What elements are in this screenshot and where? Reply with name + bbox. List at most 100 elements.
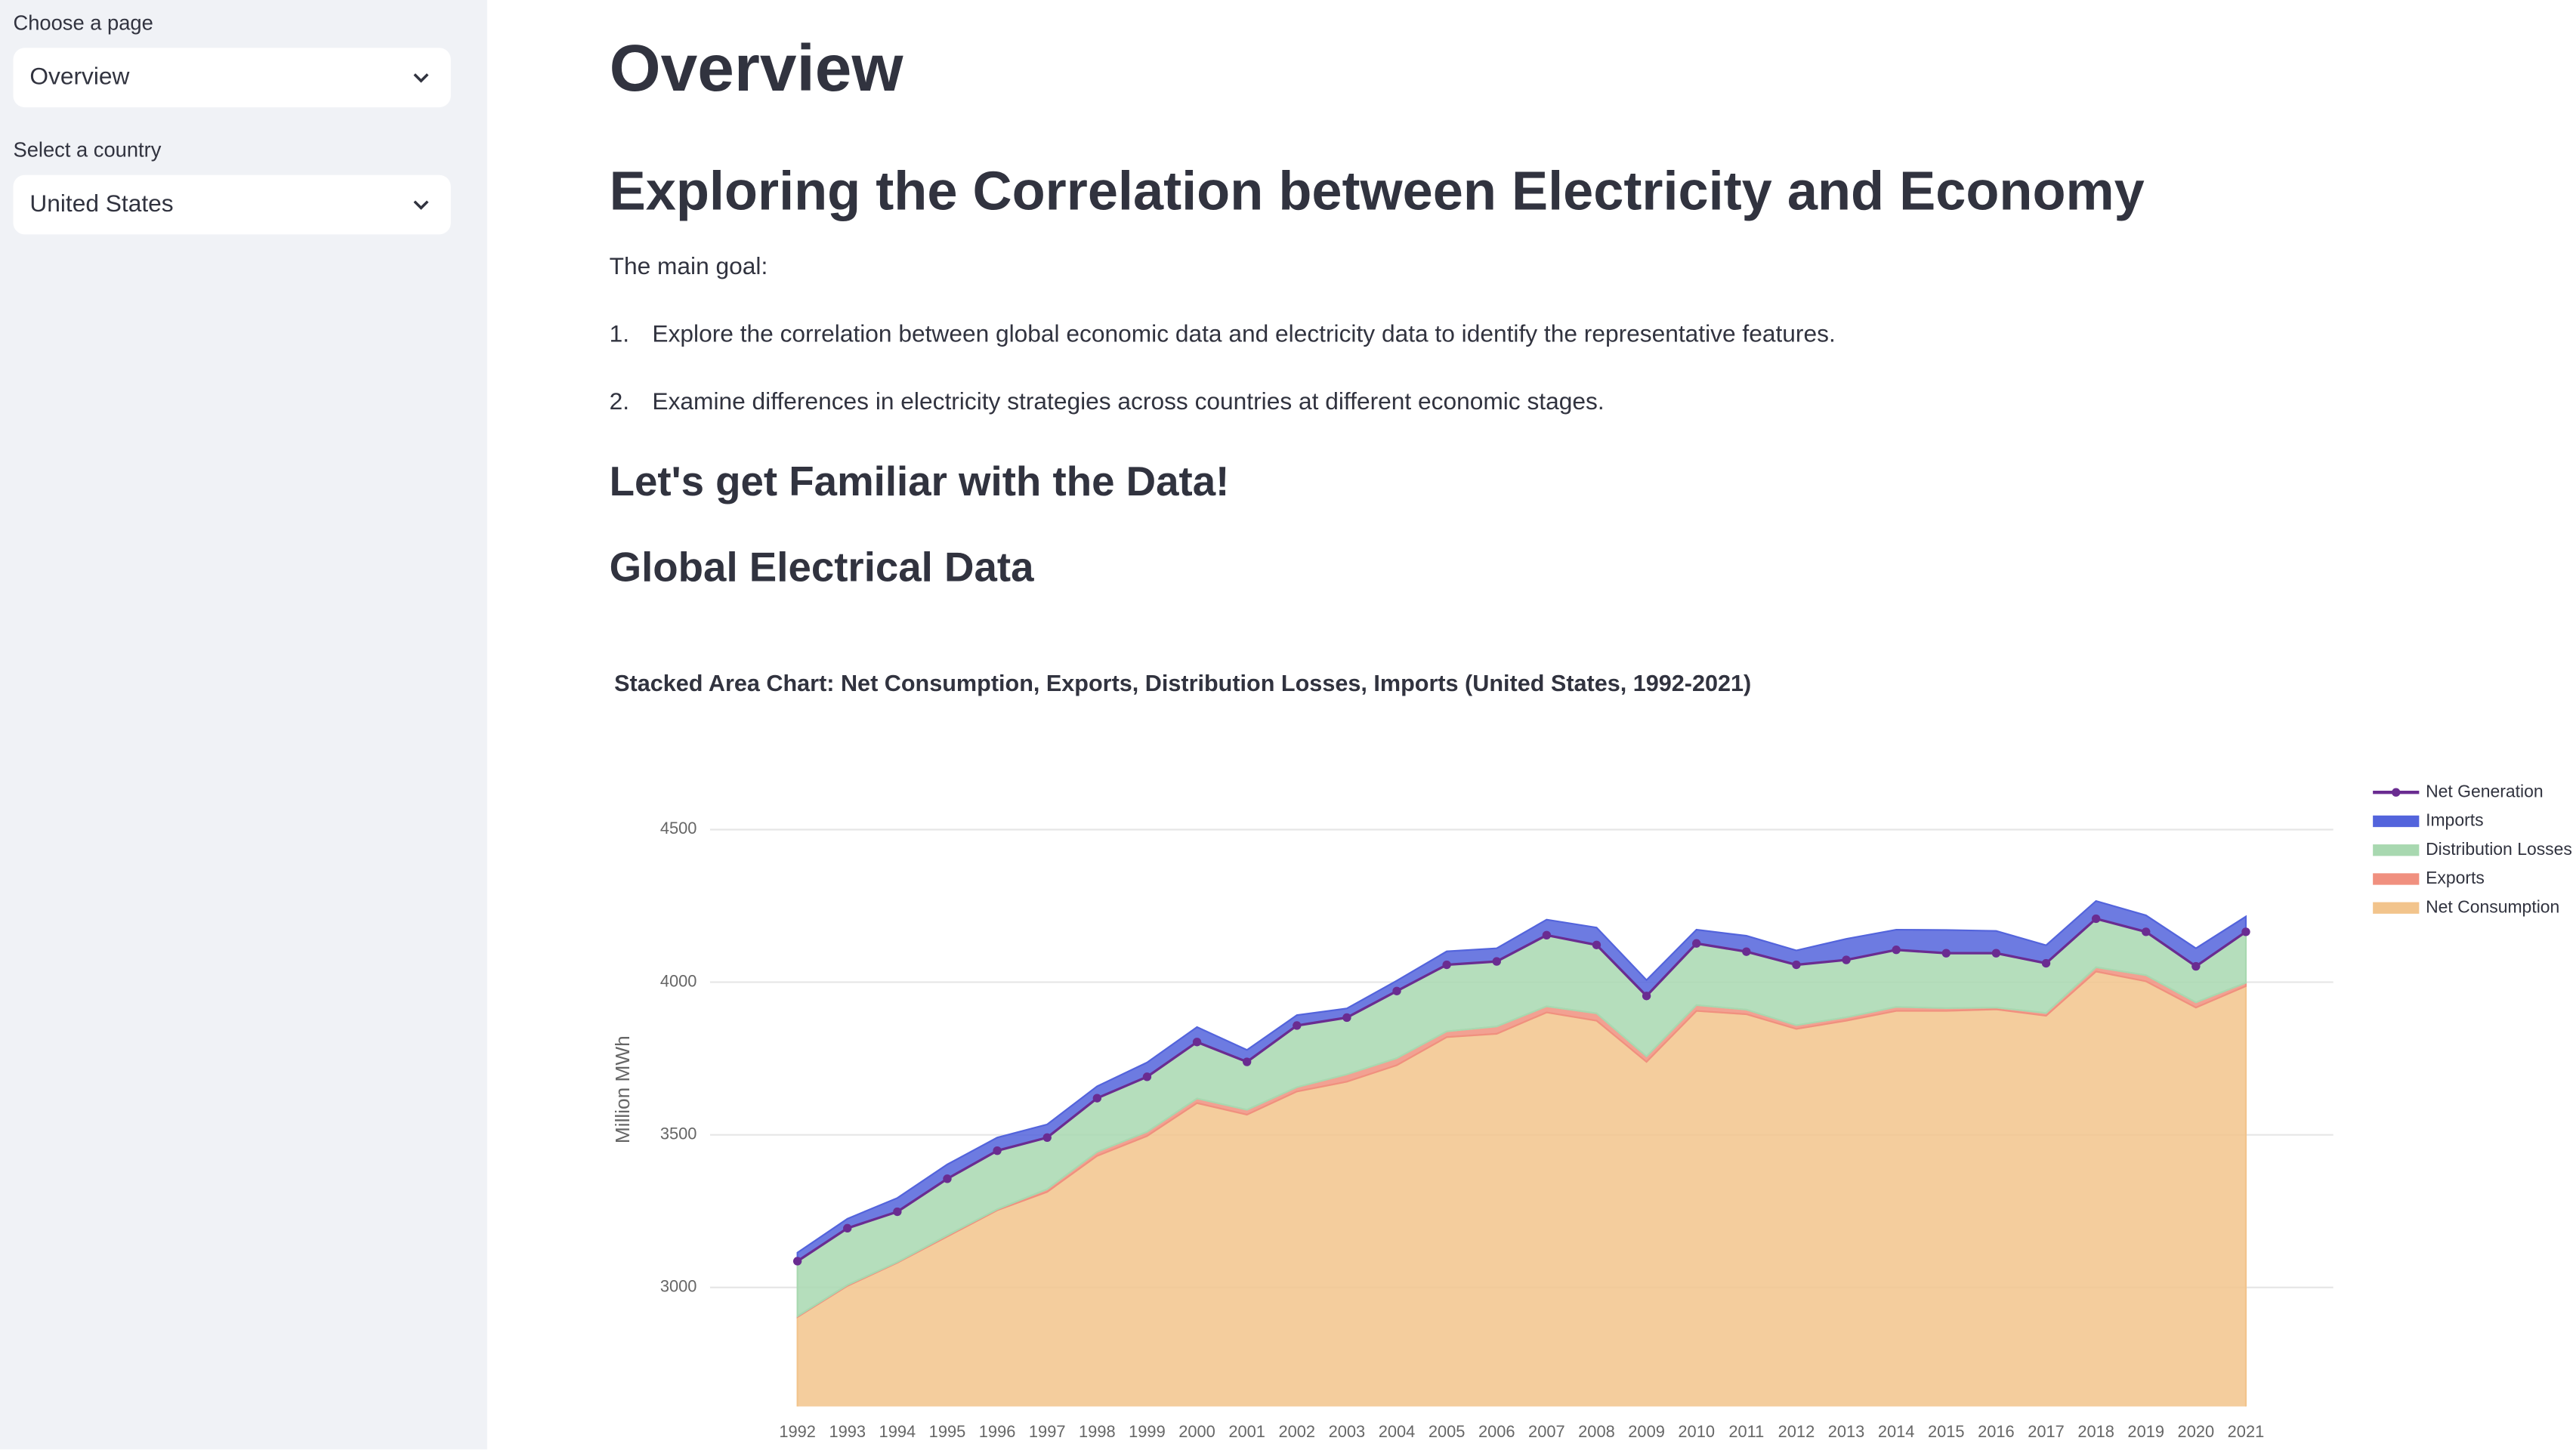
marker [1492, 957, 1501, 966]
intro: The main goal: [609, 254, 768, 281]
x-tick-label: 2004 [1379, 1422, 1416, 1441]
x-tick-label: 2008 [1578, 1422, 1615, 1441]
x-tick-label: 2020 [2178, 1422, 2215, 1441]
country-select[interactable]: United States [13, 174, 451, 235]
marker [893, 1207, 902, 1217]
marker [1592, 940, 1602, 949]
x-tick-label: 1992 [779, 1422, 816, 1441]
marker [2091, 914, 2101, 924]
x-tick-label: 2010 [1678, 1422, 1715, 1441]
marker [2142, 927, 2151, 936]
x-tick-label: 2013 [1828, 1422, 1865, 1441]
marker [1842, 955, 1851, 964]
item-text: Examine differences in electricity strat… [652, 389, 1605, 416]
x-tick-label: 2006 [1478, 1422, 1515, 1441]
chevron [413, 73, 429, 83]
legend-label: Distribution Losses [2426, 839, 2572, 859]
x-tick-label: 2012 [1778, 1422, 1815, 1441]
marker [1692, 939, 1701, 948]
line [796, 917, 2247, 1263]
x-tick-label: 1998 [1079, 1422, 1116, 1441]
marker [1442, 960, 1451, 970]
marker [1242, 1057, 1252, 1066]
section-title: Global Electrical Data [609, 545, 1034, 591]
x-tick-label: 2015 [1928, 1422, 1965, 1441]
sidebar: Choose a page Overview Select a country … [0, 0, 487, 1450]
item-number: 1. [609, 322, 630, 349]
page-select[interactable]: Overview [13, 48, 451, 108]
marker [1293, 1021, 1302, 1030]
marker [943, 1174, 952, 1183]
marker [1392, 986, 1401, 995]
item-text: Explore the correlation between global e… [652, 322, 1836, 349]
plot-area [796, 899, 2247, 1407]
marker [1142, 1072, 1152, 1081]
legend-label: Exports [2426, 868, 2485, 887]
legend-swatch [2373, 815, 2420, 828]
x-tick-label: 2017 [2028, 1422, 2065, 1441]
x-tick-label: 1997 [1029, 1422, 1066, 1441]
chevron [413, 200, 429, 210]
marker [1092, 1094, 1102, 1103]
x-tick-label: 2002 [1278, 1422, 1315, 1441]
marker [1941, 949, 1951, 958]
overlay: 3000 3500 4000 4500 1992 1993 1994 1995 1996 1997… [660, 781, 2572, 1441]
marker [792, 1257, 802, 1266]
chart-title: Stacked Area Chart: Net Consumption, Exp… [614, 671, 1751, 696]
chart: Stacked Area Chart: Net Consumption, Exp… [611, 671, 2572, 1441]
legend-swatch [2373, 902, 2420, 914]
x-tick-label: 2005 [1429, 1422, 1466, 1441]
x-tick-label: 2018 [2077, 1422, 2114, 1441]
marker [2241, 927, 2250, 936]
country-value: United States [29, 191, 174, 218]
country-label: Select a country [13, 138, 162, 162]
x-tick-label: 1994 [879, 1422, 916, 1441]
page-title: Overview [609, 32, 903, 106]
legend-label: Imports [2426, 810, 2483, 830]
item-number: 2. [609, 389, 630, 416]
y-tick-label: 3000 [660, 1277, 697, 1296]
y-tick-label: 3500 [660, 1124, 697, 1143]
page-value: Overview [29, 64, 130, 91]
marker [843, 1223, 852, 1233]
marker [1742, 947, 1751, 956]
marker [1792, 960, 1801, 970]
marker [1042, 1133, 1052, 1142]
x-tick-label: 2009 [1628, 1422, 1665, 1441]
marker [1892, 946, 1901, 955]
legend-swatch [2373, 873, 2420, 885]
marker [1192, 1038, 1202, 1047]
x-tick-label: 1995 [929, 1422, 966, 1441]
marker [1642, 992, 1651, 1001]
x-tick-label: 2011 [1728, 1422, 1764, 1441]
x-tick-label: 1996 [979, 1422, 1016, 1441]
x-tick-label: 1993 [829, 1422, 866, 1441]
legend-label: Net Consumption [2426, 896, 2559, 916]
y-tick-label: 4000 [660, 971, 697, 990]
x-tick-label: 2007 [1528, 1422, 1565, 1441]
legend-label: Net Generation [2426, 781, 2544, 801]
marker [1342, 1013, 1351, 1023]
marker [2191, 961, 2201, 971]
x-tick-label: 2021 [2228, 1422, 2265, 1441]
area [796, 970, 2247, 1407]
page-label: Choose a page [13, 11, 153, 35]
marker [1542, 930, 1552, 940]
section-title: Let's get Familiar with the Data! [609, 458, 1230, 505]
marker [993, 1146, 1002, 1155]
x-tick-label: 2019 [2127, 1422, 2164, 1441]
x-tick-label: 2016 [1978, 1422, 2015, 1441]
y-tick-label: 4500 [660, 819, 697, 838]
x-tick-label: 1999 [1129, 1422, 1166, 1441]
marker [2041, 958, 2051, 968]
x-tick-label: 2003 [1329, 1422, 1366, 1441]
legend-swatch [2392, 788, 2401, 797]
subtitle: Exploring the Correlation between Electr… [609, 160, 2145, 221]
y-axis-title: Million MWh [611, 1035, 634, 1143]
x-tick-label: 2000 [1178, 1422, 1215, 1441]
legend-swatch [2373, 844, 2420, 856]
x-tick-label: 2001 [1228, 1422, 1265, 1441]
